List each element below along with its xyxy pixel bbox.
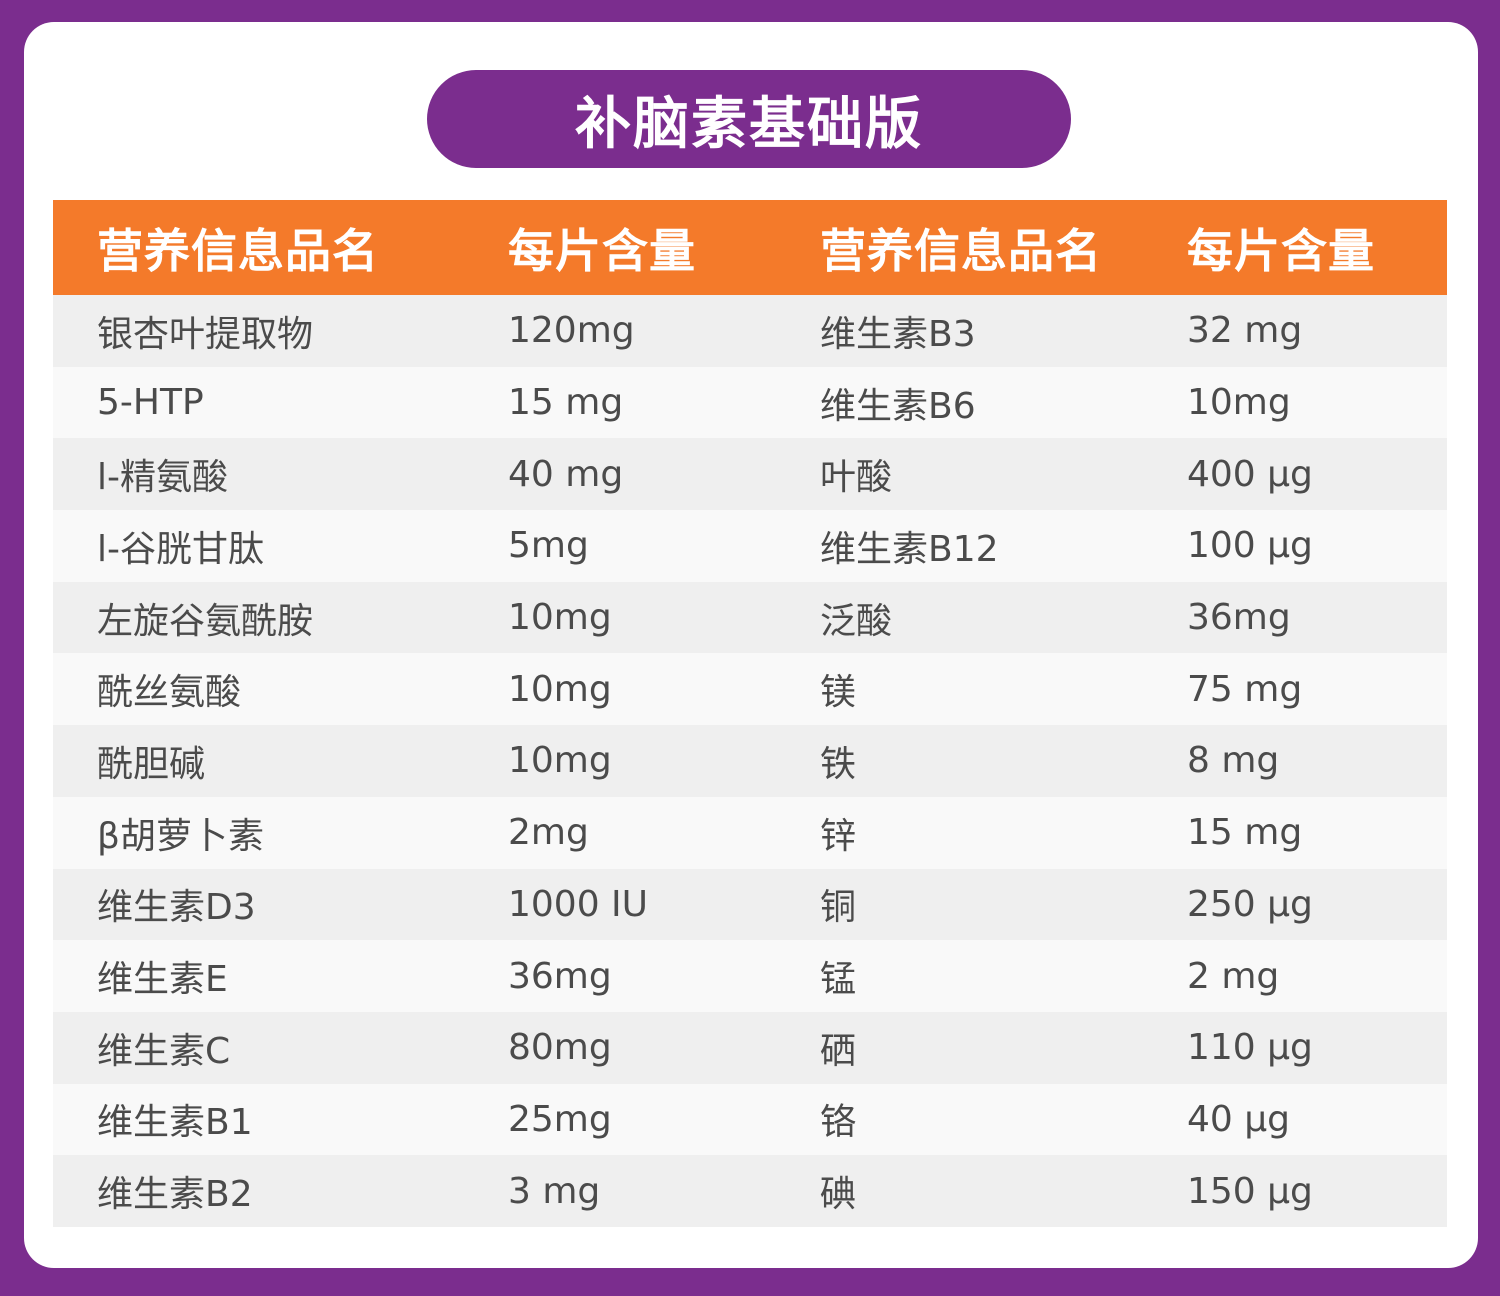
table-header-row: 营养信息品名 每片含量 营养信息品名 每片含量: [53, 200, 1447, 295]
nutrient-name: 维生素E: [97, 959, 228, 1001]
nutrient-amount: 110 µg: [1187, 1027, 1313, 1069]
table-row: β胡萝卜素 2mg 锌 15 mg: [53, 796, 1447, 869]
nutrient-name: 银杏叶提取物: [97, 313, 314, 355]
nutrient-amount: 100 µg: [1187, 525, 1313, 567]
nutrient-name: β胡萝卜素: [97, 815, 264, 857]
nutrient-amount: 25mg: [508, 1098, 612, 1140]
table-row: 维生素E 36mg 锰 2 mg: [53, 940, 1447, 1012]
table-row: 维生素D3 1000 IU 铜 250 µg: [53, 868, 1447, 941]
table-row: 左旋谷氨酰胺 10mg 泛酸 36mg: [53, 581, 1447, 654]
nutrient-name: 硒: [820, 1030, 857, 1072]
nutrient-name: 酰胆碱: [97, 743, 206, 785]
nutrient-amount: 75 mg: [1187, 668, 1303, 710]
nutrient-name: 维生素B2: [97, 1174, 253, 1216]
nutrient-name: 5-HTP: [97, 382, 204, 424]
nutrient-amount: 400 µg: [1187, 453, 1313, 495]
header-name-1: 营养信息品名: [97, 223, 379, 278]
nutrient-name: 镁: [820, 672, 857, 714]
nutrient-name: 维生素B6: [820, 385, 976, 427]
nutrient-name: 锰: [820, 959, 857, 1001]
nutrient-name: 铜: [820, 887, 857, 929]
nutrient-amount: 3 mg: [508, 1170, 601, 1212]
table-row: 维生素B1 25mg 铬 40 µg: [53, 1083, 1447, 1156]
table-row: 酰丝氨酸 10mg 镁 75 mg: [53, 653, 1447, 726]
nutrient-amount: 1000 IU: [508, 883, 649, 925]
nutrient-amount: 15 mg: [1187, 812, 1303, 854]
table-row: 酰胆碱 10mg 铁 8 mg: [53, 725, 1447, 797]
nutrient-amount: 250 µg: [1187, 883, 1313, 925]
nutrient-name: 泛酸: [820, 600, 893, 642]
nutrient-amount: 10mg: [508, 740, 612, 782]
nutrient-name: 锌: [820, 815, 857, 857]
nutrient-amount: 32 mg: [1187, 310, 1303, 352]
nutrition-table: 营养信息品名 每片含量 营养信息品名 每片含量 银杏叶提取物 120mg 维生素…: [53, 200, 1447, 1227]
nutrient-name: 维生素B12: [820, 528, 999, 570]
nutrient-amount: 40 mg: [508, 453, 624, 495]
nutrient-amount: 36mg: [508, 955, 612, 997]
nutrient-name: 酰丝氨酸: [97, 672, 242, 714]
nutrient-name: 铁: [820, 743, 857, 785]
nutrient-amount: 15 mg: [508, 382, 624, 424]
nutrient-name: 维生素B3: [820, 313, 976, 355]
table-row: l-精氨酸 40 mg 叶酸 400 µg: [53, 438, 1447, 511]
nutrient-name: 碘: [820, 1174, 857, 1216]
table-row: 银杏叶提取物 120mg 维生素B3 32 mg: [53, 295, 1447, 367]
table-row: 维生素C 80mg 硒 110 µg: [53, 1011, 1447, 1084]
table-row: l-谷胱甘肽 5mg 维生素B12 100 µg: [53, 510, 1447, 582]
nutrient-amount: 150 µg: [1187, 1170, 1313, 1212]
nutrient-name: 铬: [820, 1102, 857, 1144]
nutrient-name: 维生素B1: [97, 1102, 253, 1144]
nutrient-amount: 10mg: [508, 597, 612, 639]
nutrient-amount: 120mg: [508, 310, 635, 352]
header-amount-2: 每片含量: [1187, 223, 1375, 278]
nutrient-name: 维生素D3: [97, 887, 256, 929]
nutrient-amount: 8 mg: [1187, 740, 1280, 782]
nutrient-name: 叶酸: [820, 457, 893, 499]
table-row: 5-HTP 15 mg 维生素B6 10mg: [53, 366, 1447, 439]
page-title: 补脑素基础版: [427, 70, 1071, 168]
nutrient-amount: 5mg: [508, 525, 589, 567]
nutrient-amount: 40 µg: [1187, 1098, 1291, 1140]
nutrient-name: l-谷胱甘肽: [97, 528, 264, 570]
nutrient-amount: 10mg: [508, 668, 612, 710]
nutrient-amount: 36mg: [1187, 597, 1291, 639]
nutrient-name: 左旋谷氨酰胺: [97, 600, 314, 642]
nutrient-amount: 2mg: [508, 812, 589, 854]
nutrient-name: l-精氨酸: [97, 457, 228, 499]
nutrient-name: 维生素C: [97, 1030, 231, 1072]
nutrient-amount: 10mg: [1187, 382, 1291, 424]
table-row: 维生素B2 3 mg 碘 150 µg: [53, 1155, 1447, 1227]
header-name-2: 营养信息品名: [820, 223, 1102, 278]
nutrient-amount: 80mg: [508, 1027, 612, 1069]
header-amount-1: 每片含量: [508, 223, 696, 278]
content-card: 补脑素基础版 营养信息品名 每片含量 营养信息品名 每片含量 银杏叶提取物 12…: [24, 22, 1478, 1268]
nutrient-amount: 2 mg: [1187, 955, 1280, 997]
